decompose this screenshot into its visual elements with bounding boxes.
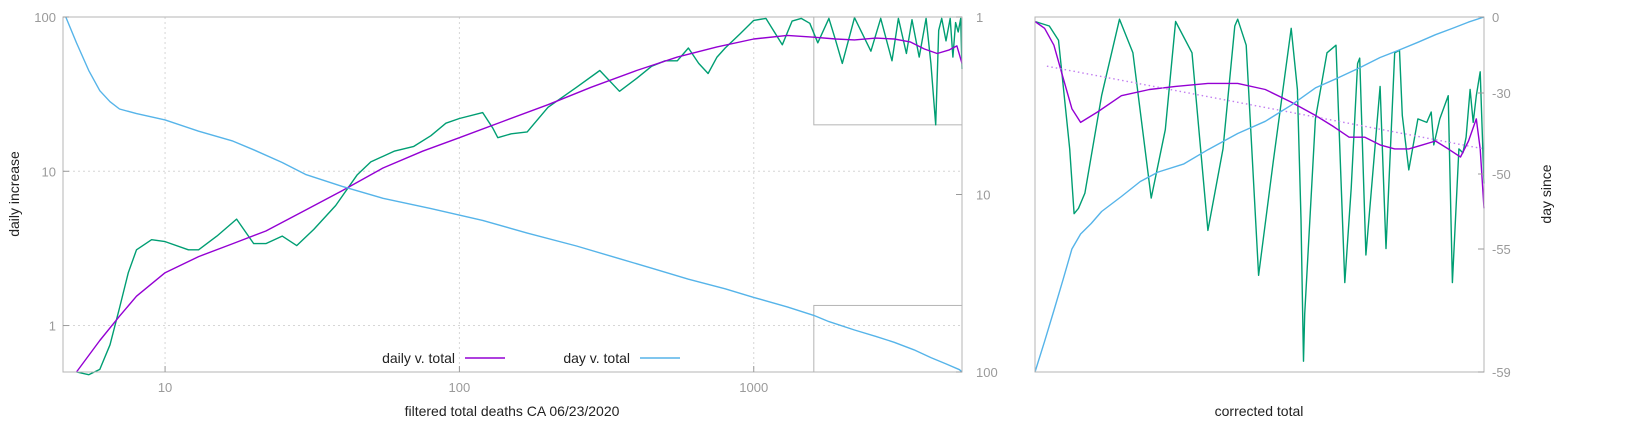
y-tick-label: 1 — [49, 319, 56, 334]
main-x-axis-label: filtered total deaths CA 06/23/2020 — [405, 403, 620, 419]
main-ticks: 10 100 1000 1 10 100 1 10 100 — [34, 10, 997, 395]
x-tick-label: 10 — [158, 380, 172, 395]
zoom-y2-tick-label: 0 — [1492, 10, 1499, 25]
zoom-series-day-line — [1034, 16, 1485, 373]
zoom-region-box — [813, 16, 963, 126]
main-series-group — [65, 16, 963, 376]
main-y-axis-label: daily increase — [6, 151, 22, 237]
y-tick-label: 10 — [42, 164, 56, 179]
main-grid — [63, 16, 962, 372]
y-tick-label: 100 — [34, 10, 56, 25]
y2-tick-label: 10 — [976, 188, 990, 203]
legend-daily-label: daily v. total — [382, 350, 455, 366]
zoom-ticks: 0 -30 -50 -55 -59 — [1478, 10, 1511, 380]
legend: daily v. total day v. total — [382, 350, 680, 366]
zoom-plot-frame — [1034, 16, 1485, 373]
zoom-series-group — [1034, 16, 1485, 373]
zoom-y2-tick-label: -59 — [1492, 365, 1511, 380]
x-tick-label: 1000 — [739, 380, 768, 395]
y2-tick-label: 100 — [976, 365, 998, 380]
x-tick-label: 100 — [449, 380, 471, 395]
zoom-series-raw-line — [1034, 18, 1485, 362]
y2-tick-label: 1 — [976, 10, 983, 25]
zoom-y2-tick-label: -50 — [1492, 167, 1511, 182]
series-daily-line — [75, 34, 963, 373]
legend-day-label: day v. total — [563, 350, 630, 366]
zoom-y2-tick-label: -55 — [1492, 242, 1511, 257]
series-day-line — [65, 16, 963, 373]
zoom-y2-tick-label: -30 — [1492, 86, 1511, 101]
zoom-y2-axis-label: day since — [1538, 164, 1554, 223]
main-plot-frame — [62, 16, 963, 373]
zoom-series-daily-line — [1034, 20, 1485, 209]
zoom-series-trend-line — [1046, 65, 1485, 150]
zoom-x-axis-label: corrected total — [1215, 403, 1304, 419]
